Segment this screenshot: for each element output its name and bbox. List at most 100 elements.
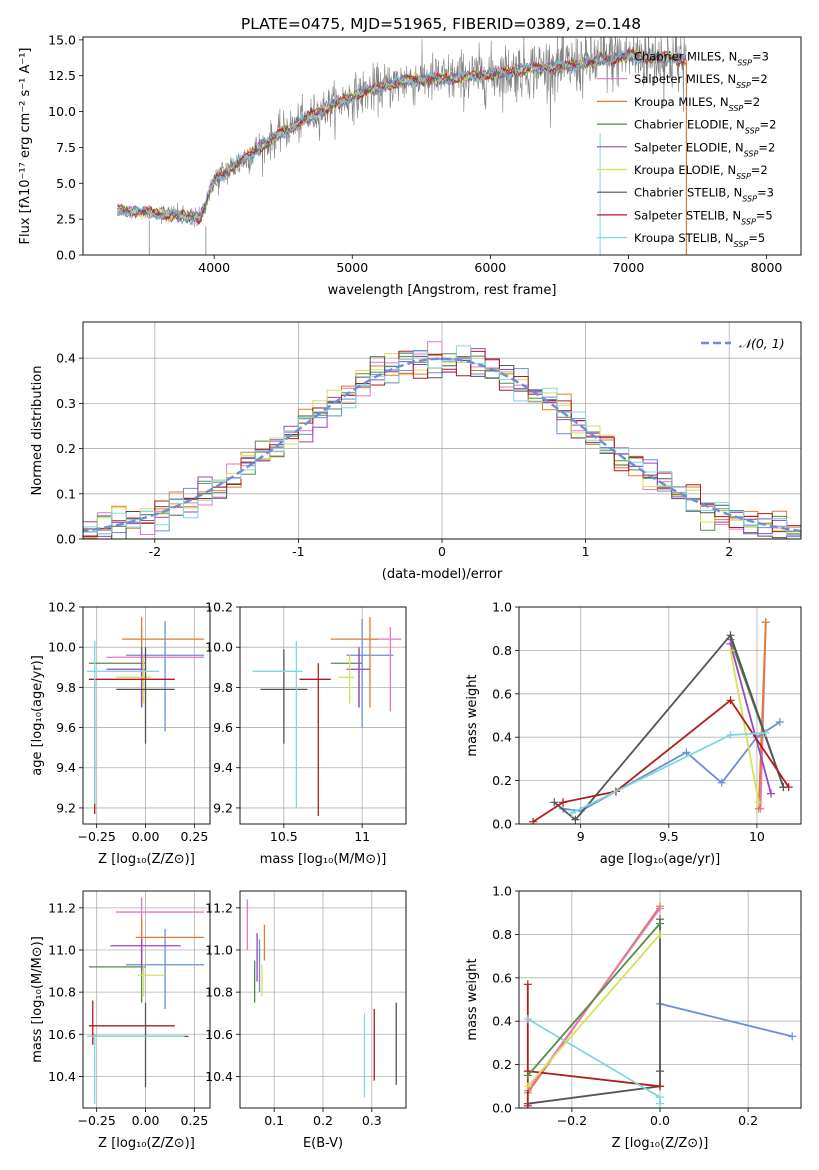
x-axis-label: (data-model)/error: [382, 567, 503, 582]
plot-area-residual_hist: [83, 341, 801, 539]
mass-weight-point: [523, 1082, 532, 1091]
x-tick-label: 0.1: [264, 1113, 284, 1128]
mass-weight-point: [682, 748, 691, 757]
mass-weight-line: [729, 650, 760, 803]
y-tick-label: 9.4: [56, 760, 76, 775]
plot-area-age_vs_Z: [86, 617, 205, 814]
y-tick-label: 10.0: [48, 104, 76, 119]
mass-weight-point: [656, 904, 664, 913]
y-tick-label: 0.8: [492, 927, 512, 942]
x-axis-label: age [log₁₀(age/yr)]: [600, 852, 721, 867]
x-tick-label: 1: [582, 544, 590, 559]
y-axis-label: mass weight: [465, 958, 480, 1040]
x-tick-label: 6000: [474, 260, 506, 275]
y-tick-label: 9.8: [213, 680, 233, 695]
x-tick-label: 4000: [198, 260, 230, 275]
spectrum-legend: Chabrier MILES, NSSP=3 Salpeter MILES, NS…: [597, 50, 776, 249]
legend-entry: Salpeter ELODIE, NSSP=2: [634, 140, 775, 158]
y-tick-label: 11.0: [48, 942, 76, 957]
y-tick-label: 9.6: [213, 720, 233, 735]
y-tick-label: 1.0: [492, 600, 512, 615]
mass-weight-point: [656, 1099, 664, 1108]
y-tick-label: 11.0: [205, 942, 233, 957]
y-tick-label: 7.5: [56, 140, 76, 155]
x-tick-label: 0.0: [650, 1113, 670, 1128]
plot-area-spectrum: [117, 37, 687, 255]
mass-weight-point: [726, 631, 735, 640]
mass-weight-line: [526, 984, 661, 1106]
x-axis-label: mass [log₁₀(M/M⊙)]: [260, 852, 387, 867]
plot-area-age_vs_mass: [252, 617, 402, 816]
grid-mass_vs_Z: [83, 891, 210, 1108]
y-tick-label: 0.4: [56, 351, 76, 366]
y-tick-label: 5.0: [56, 176, 76, 191]
legend-entry: Salpeter MILES, NSSP=2: [634, 72, 768, 90]
axes-frame: [518, 606, 802, 825]
axes-massweight_vs_age: 9 9.5 10 0.0 0.2 0.4 0.6 0.8 1.0 age [log₁₀(age/y…: [465, 600, 802, 867]
x-tick-label: −0.2: [557, 1113, 587, 1128]
x-tick-label: 9: [577, 829, 585, 844]
plot-area-mass_vs_Z: [86, 897, 205, 1104]
y-tick-label: 9.6: [56, 720, 76, 735]
x-tick-label: 5000: [336, 260, 368, 275]
legend-entry: Chabrier MILES, NSSP=3: [634, 50, 769, 68]
x-tick-label: 10.5: [270, 829, 298, 844]
legend-entry: Salpeter STELIB, NSSP=5: [634, 208, 773, 226]
y-tick-label: 0.6: [492, 970, 512, 985]
y-axis-label: age [log₁₀(age/yr)]: [30, 655, 45, 776]
y-tick-label: 10.4: [205, 1069, 233, 1084]
mass-weight-line: [527, 919, 661, 1105]
mass-weight-line: [729, 643, 772, 794]
x-tick-label: 0.2: [738, 1113, 758, 1128]
y-tick-label: 10.8: [48, 985, 76, 1000]
x-tick-label: 9.5: [659, 829, 679, 844]
mass-weight-point: [529, 817, 538, 824]
x-tick-label: 2: [725, 544, 733, 559]
y-axis-label: Flux [fλ10⁻¹⁷ erg cm⁻² s⁻¹ A⁻¹]: [18, 48, 33, 245]
y-tick-label: 10.4: [48, 1069, 76, 1084]
y-tick-label: 15.0: [48, 32, 76, 47]
x-axis-label: Z [log₁₀(Z/Z⊙)]: [98, 852, 195, 867]
grid-mass_vs_EBV: [240, 891, 406, 1108]
observed-spectrum-line: [117, 37, 687, 227]
mass-weight-line: [562, 721, 781, 812]
mass-weight-line: [757, 622, 767, 809]
axes-frame: [82, 890, 211, 1109]
mass-weight-point: [523, 980, 532, 989]
x-tick-label: −0.25: [78, 1113, 116, 1128]
x-tick-label: 0.00: [132, 829, 160, 844]
y-axis-label: Normed distribution: [30, 366, 45, 496]
y-tick-label: 0.1: [56, 486, 76, 501]
mass-weight-point: [523, 1101, 532, 1108]
mass-weight-line: [553, 633, 785, 821]
x-axis-label: Z [log₁₀(Z/Z⊙)]: [98, 1136, 195, 1151]
axes-frame: [518, 890, 802, 1109]
legend-entry: Kroupa MILES, NSSP=2: [634, 95, 760, 113]
axes-frame: [82, 321, 802, 540]
y-tick-label: 10.0: [205, 640, 233, 655]
x-axis-label: Z [log₁₀(Z/Z⊙)]: [612, 1136, 709, 1151]
y-tick-label: 0.4: [492, 1014, 512, 1029]
plot-area-mass_vs_EBV: [246, 899, 397, 1098]
legend-entry: Kroupa ELODIE, NSSP=2: [634, 163, 768, 181]
axes-frame: [82, 36, 802, 256]
mass-weight-point: [726, 696, 735, 705]
mass-weight-point: [788, 1032, 797, 1041]
y-tick-label: 10.0: [48, 640, 76, 655]
plot-area-massweight_vs_age: [529, 618, 793, 824]
y-tick-label: 10.2: [205, 600, 233, 615]
mass-weight-line: [659, 1002, 793, 1038]
mass-weight-point: [523, 1015, 532, 1024]
y-tick-label: 9.2: [56, 800, 76, 815]
y-tick-label: 0.8: [492, 643, 512, 658]
y-tick-label: 12.5: [48, 68, 76, 83]
y-tick-label: 0.0: [56, 248, 76, 263]
axes-mass_vs_Z: −0.25 0.00 0.25 10.4 10.6 10.8 11.0 11.2 Z [log₁…: [30, 890, 211, 1151]
y-tick-label: 10.8: [205, 985, 233, 1000]
y-tick-label: 0.0: [492, 817, 512, 832]
y-tick-label: 0.0: [492, 1101, 512, 1116]
mass-weight-point: [784, 783, 793, 792]
histogram-steps: [83, 345, 801, 536]
y-tick-label: 9.2: [213, 800, 233, 815]
y-tick-label: 0.2: [492, 1057, 512, 1072]
